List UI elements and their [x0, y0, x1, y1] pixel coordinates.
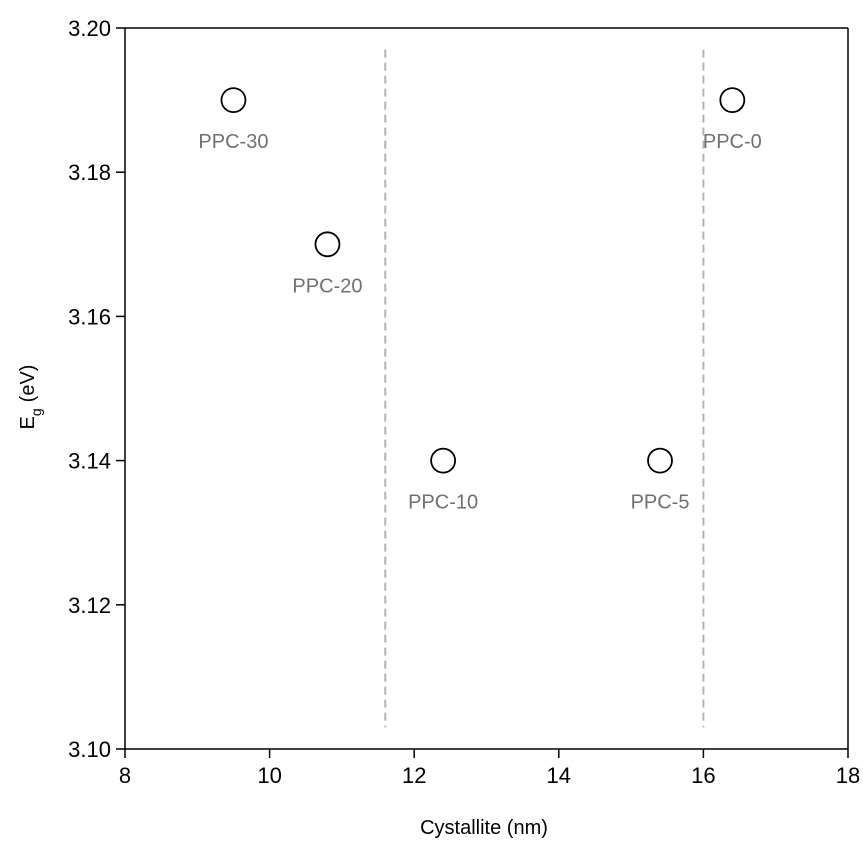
data-point-ppc-20 [314, 231, 341, 258]
data-point-ppc-30 [220, 87, 247, 113]
axes [124, 27, 849, 750]
data-point-ppc-0 [719, 87, 746, 113]
point-label-ppc-20: PPC-20 [292, 275, 362, 297]
x-tick-label-12: 12 [402, 763, 426, 788]
y-axis-title-subscript: g [28, 408, 44, 416]
x-tick-label-18: 18 [836, 763, 860, 788]
y-tick-label-3.16: 3.16 [68, 304, 111, 329]
point-label-ppc-30: PPC-30 [198, 131, 268, 153]
point-label-ppc-5: PPC-5 [631, 492, 690, 514]
point-label-ppc-0: PPC-0 [703, 131, 762, 153]
x-tick-label-16: 16 [691, 763, 715, 788]
x-tick-label-10: 10 [257, 763, 281, 788]
data-point-ppc-5 [647, 447, 673, 474]
y-tick-label-3.18: 3.18 [68, 160, 111, 185]
y-axis-title-unit: (eV) [17, 365, 39, 403]
y-tick-label-3.20: 3.20 [68, 16, 111, 41]
ticks: 8 10 12 14 16 18 3.10 3.12 3.14 3.16 3.18 3.20 [68, 16, 860, 788]
point-label-ppc-10: PPC-10 [408, 492, 478, 514]
y-axis-title-main: E [17, 416, 39, 429]
y-tick-label-3.12: 3.12 [68, 593, 111, 618]
y-axis-title: Eg (eV) [17, 365, 44, 430]
y-tick-label-3.10: 3.10 [68, 737, 111, 762]
x-tick-label-8: 8 [119, 763, 131, 788]
y-tick-label-3.14: 3.14 [68, 449, 111, 474]
reference-lines [384, 49, 705, 728]
point-labels: PPC-30 PPC-20 PPC-10 PPC-5 PPC-0 [198, 131, 761, 513]
data-points [220, 87, 746, 474]
x-tick-label-14: 14 [547, 763, 571, 788]
x-axis-title: Cystallite (nm) [420, 817, 548, 839]
data-point-ppc-10 [430, 447, 457, 474]
